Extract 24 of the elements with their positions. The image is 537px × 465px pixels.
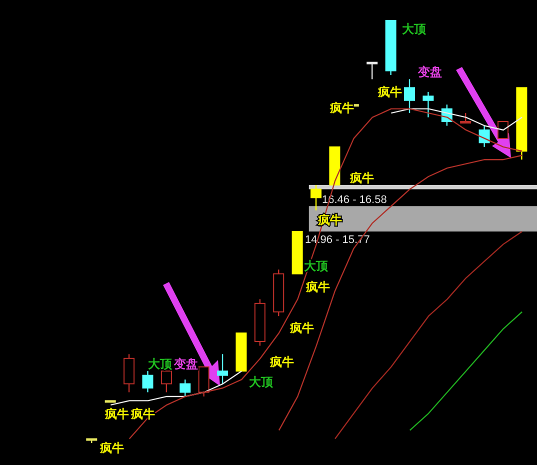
annotation: 疯牛 [269, 355, 294, 369]
candlestick [422, 91, 434, 118]
candlestick [366, 62, 378, 80]
annotation: 疯牛 [305, 280, 330, 294]
annotation: 变盘 [417, 65, 442, 79]
annotation: 疯牛 [377, 85, 402, 99]
annotation: 疯牛 [289, 321, 314, 335]
candlestick [310, 184, 322, 211]
candlestick [142, 370, 154, 393]
annotation: 疯牛 [104, 407, 129, 421]
annotation: 疯牛 [130, 407, 155, 421]
candlestick [180, 378, 191, 398]
candlestick [160, 370, 172, 393]
annotation: 大顶 [249, 375, 274, 389]
candlestick [217, 354, 228, 384]
annotation: 疯牛 [99, 441, 124, 455]
candlestick [478, 125, 490, 148]
annotation: 疯牛 [349, 171, 374, 185]
annotation: 大顶 [402, 22, 427, 36]
candlestick [497, 121, 508, 139]
annotation: 疯牛 [329, 101, 354, 115]
annotation: 大顶 [148, 357, 173, 371]
annotation: 变盘 [173, 357, 198, 371]
candlestick [404, 78, 416, 114]
